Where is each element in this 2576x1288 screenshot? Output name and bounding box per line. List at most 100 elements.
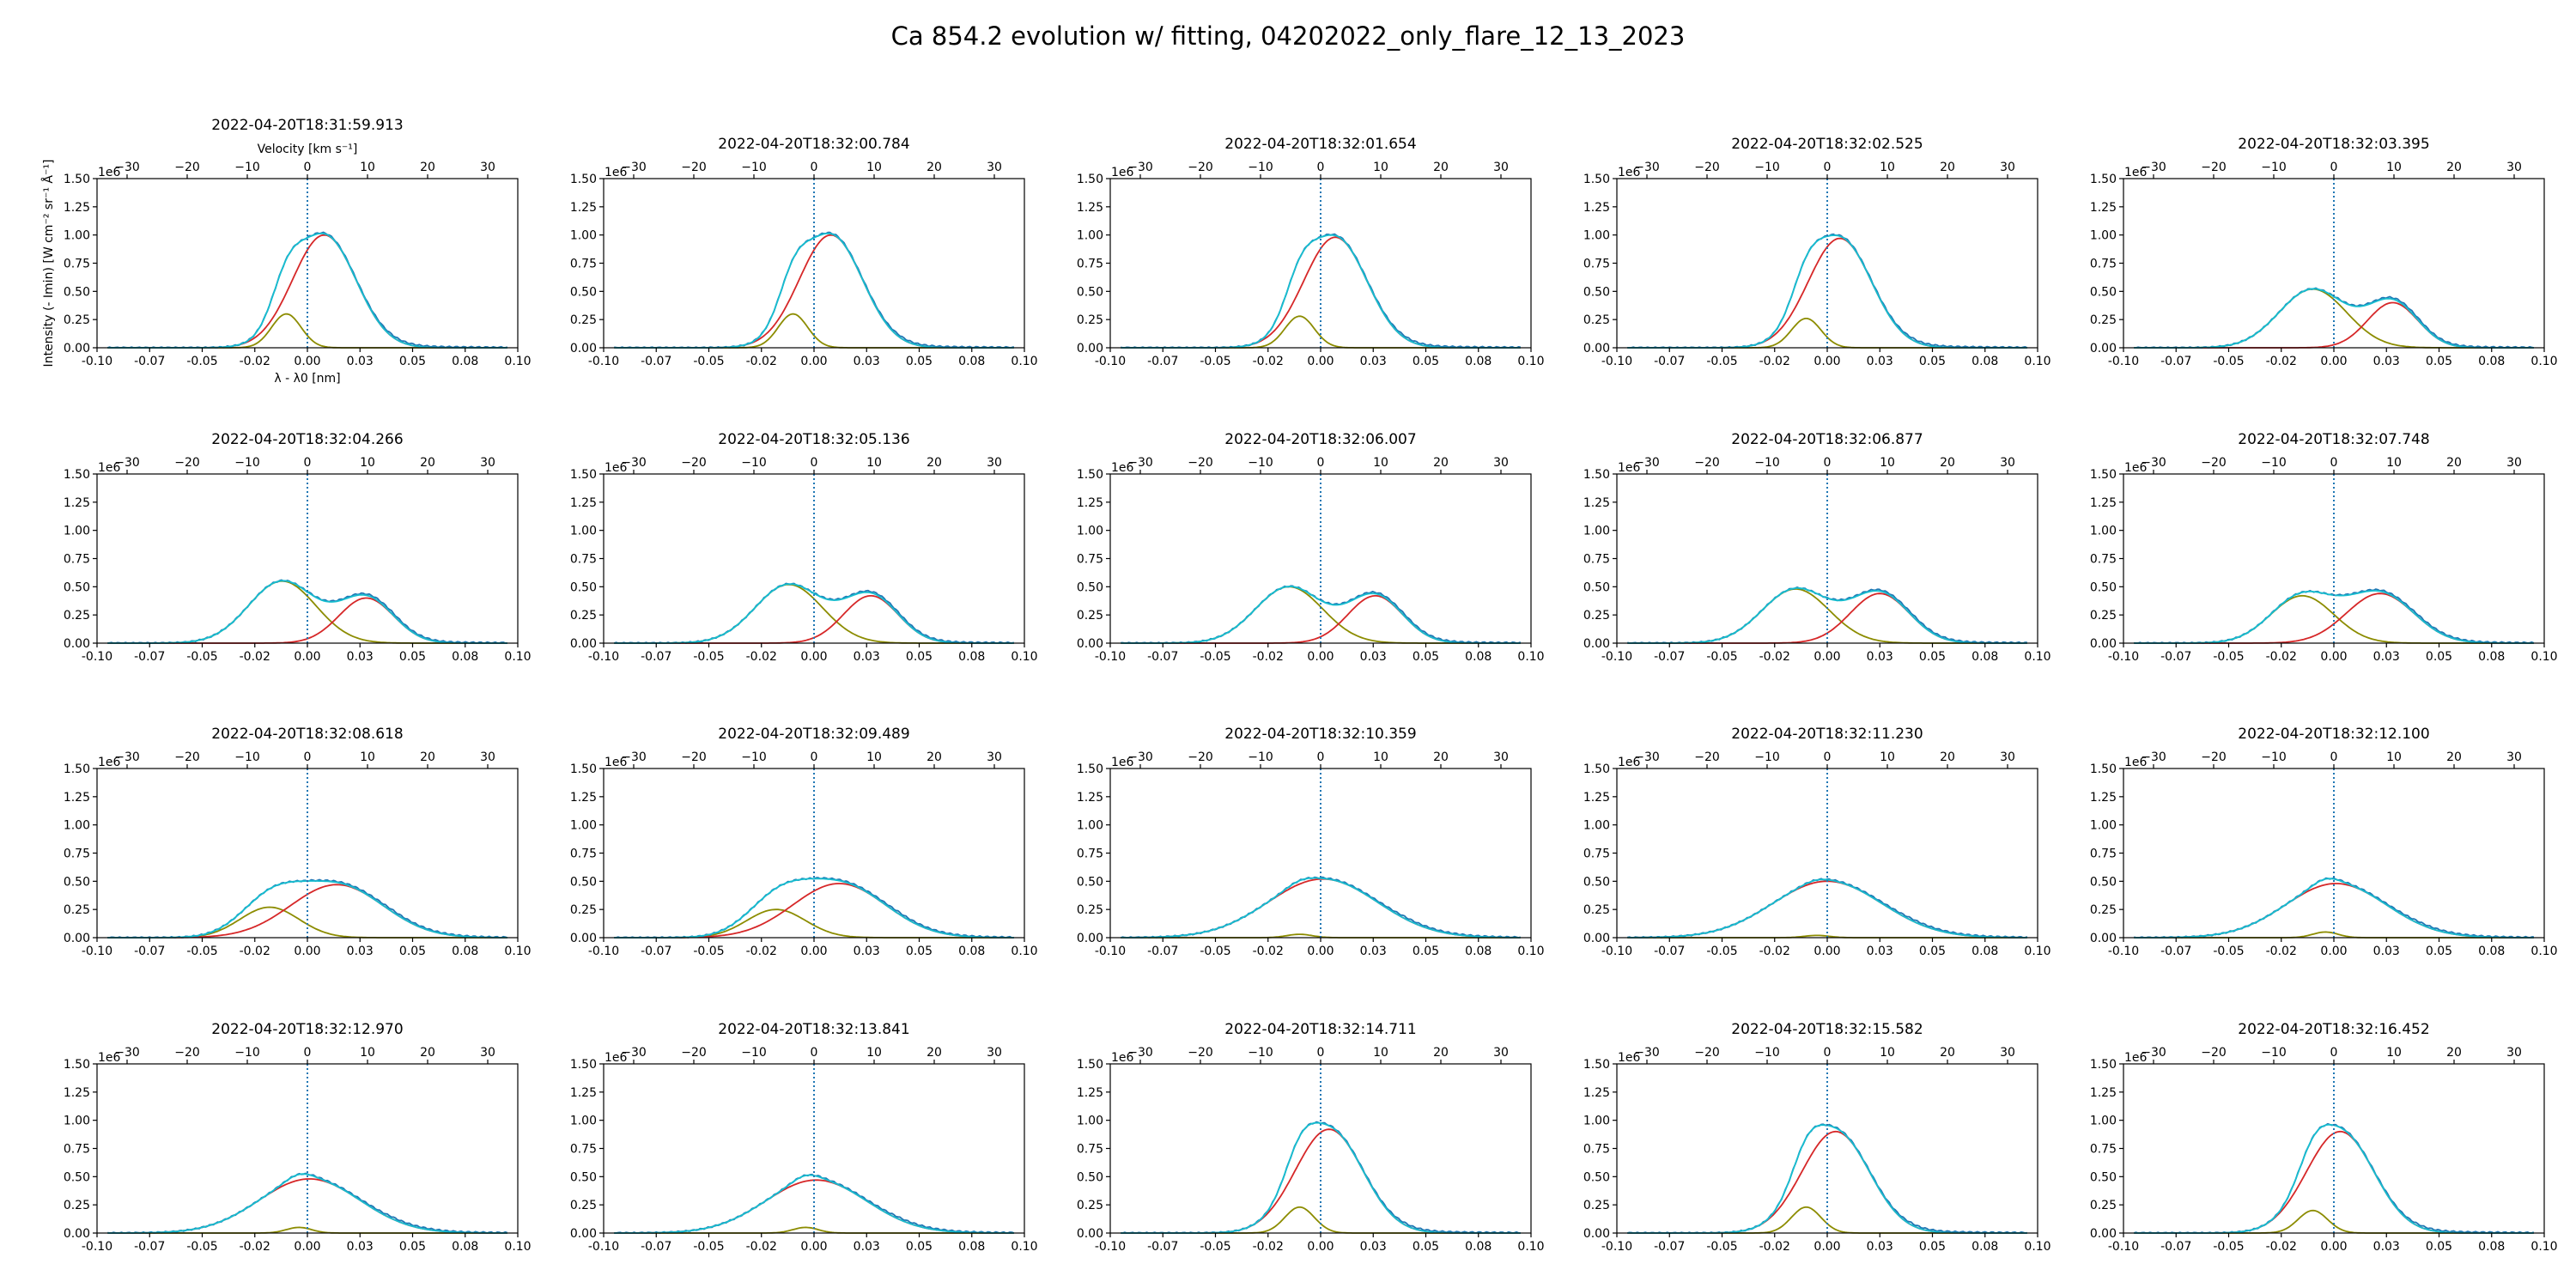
y-tick-label: 1.50 [1077,762,1103,776]
x-tick-label: 0.03 [347,355,374,368]
x-tick-label: -0.10 [2108,355,2139,368]
y-tick-label: 0.50 [2090,875,2117,889]
subplot: 2022-04-20T18:32:16.452 -0.10 -0.07 -0.05 -0… [2090,1021,2558,1254]
x-tick-label: -0.10 [1601,650,1632,664]
x-tick-label: 0.10 [1011,945,1037,958]
axes-frame [96,178,519,349]
top-tick-label: −20 [1188,161,1213,174]
top-tick-label: −20 [2201,1046,2227,1060]
x-tick-label: 0.08 [958,1240,985,1254]
x-tick-label: 0.05 [1919,355,1946,368]
top-axis-label: Velocity [km s⁻¹] [258,143,358,156]
y-tick-label: 0.25 [64,1199,90,1212]
x-tick-label: -0.05 [2213,650,2244,664]
y-tick-label: 1.50 [1583,762,1610,776]
x-tick-label: -0.10 [82,945,112,958]
x-tick-label: -0.10 [1095,945,1126,958]
axes-frame [1616,768,2038,939]
top-tick-label: −30 [621,750,647,764]
y-tick-label: 0.25 [570,313,597,327]
y-offset-label: 1e6 [605,166,628,179]
y-tick-label: 1.25 [2090,1086,2117,1100]
x-tick-label: 0.08 [1465,1240,1492,1254]
top-tick-label: 20 [1940,161,1955,174]
y-tick-label: 1.25 [2090,201,2117,215]
top-tick-label: 30 [480,1046,495,1060]
y-tick-label: 1.00 [64,819,90,833]
y-tick-label: 1.50 [64,1058,90,1072]
top-tick-label: −10 [741,161,767,174]
panel-title: 2022-04-20T18:32:14.711 [1224,1021,1416,1038]
x-tick-label: 0.03 [854,945,880,958]
subplot: 2022-04-20T18:32:05.136 -0.10 -0.07 -0.05 -0… [570,431,1038,664]
x-tick-label: -0.10 [2108,1240,2139,1254]
x-tick-label: 0.00 [294,1240,320,1254]
panel-grid: 2022-04-20T18:31:59.913 -0.10 -0.07 -0.05 -0… [41,117,2558,1254]
y-tick-label: 1.00 [2090,1115,2117,1128]
y-tick-label: 0.50 [1077,285,1103,299]
fit-total-line [2134,878,2534,939]
axes-frame [603,1063,1025,1234]
y-tick-label: 0.25 [570,903,597,917]
y-tick-label: 1.25 [64,791,90,805]
x-tick-label: -0.07 [641,650,671,664]
top-tick-label: −20 [2201,161,2227,174]
x-tick-label: -0.10 [1601,1240,1632,1254]
x-tick-label: 0.05 [1413,355,1439,368]
x-tick-label: 0.00 [1814,355,1840,368]
x-tick-label: 0.05 [2426,650,2452,664]
y-tick-label: 1.50 [1077,468,1103,482]
top-tick-label: 0 [304,1046,312,1060]
y-tick-label: 0.75 [1583,553,1610,567]
x-tick-label: 0.08 [958,355,985,368]
y-tick-label: 0.75 [64,848,90,861]
top-tick-label: −30 [2141,1046,2166,1060]
top-tick-label: 10 [2386,456,2402,470]
x-tick-label: 0.10 [1517,945,1544,958]
x-tick-label: -0.02 [240,355,270,368]
x-tick-label: 0.03 [1867,945,1893,958]
y-tick-label: 0.75 [1077,553,1103,567]
y-tick-label: 1.00 [1077,1115,1103,1128]
x-tick-label: 0.00 [1307,355,1334,368]
top-tick-label: 0 [2330,1046,2338,1060]
x-tick-label: -0.10 [1095,650,1126,664]
y-tick-label: 0.75 [2090,258,2117,271]
x-tick-label: 0.10 [2530,1240,2557,1254]
top-tick-label: −10 [1754,1046,1780,1060]
x-tick-label: -0.02 [240,945,270,958]
y-tick-label: 0.00 [1077,637,1103,651]
y-tick-label: 1.25 [1583,201,1610,215]
y-tick-label: 1.50 [1077,1058,1103,1072]
top-tick-label: −10 [1754,161,1780,174]
top-tick-label: −30 [2141,161,2166,174]
x-tick-label: -0.02 [746,945,777,958]
x-tick-label: -0.05 [693,650,724,664]
top-tick-label: 0 [1824,750,1832,764]
y-tick-label: 1.00 [1583,229,1610,243]
y-tick-label: 0.25 [2090,903,2117,917]
x-tick-label: -0.07 [1147,355,1178,368]
x-tick-label: 0.03 [1867,650,1893,664]
y-tick-label: 0.25 [1583,313,1610,327]
x-tick-label: 0.08 [1971,650,1998,664]
x-axis-label: λ - λ0 [nm] [274,372,340,386]
top-tick-label: 30 [1493,161,1509,174]
top-tick-label: 0 [2330,750,2338,764]
y-tick-label: 0.75 [570,553,597,567]
top-tick-label: −30 [114,1046,140,1060]
subplot: 2022-04-20T18:32:15.582 -0.10 -0.07 -0.05 -0… [1583,1021,2051,1254]
figure-title: Ca 854.2 evolution w/ fitting, 04202022_… [891,21,1686,51]
x-tick-label: 0.03 [854,355,880,368]
y-tick-label: 0.50 [570,285,597,299]
y-tick-label: 1.50 [1583,173,1610,186]
top-tick-label: 30 [2000,161,2015,174]
y-tick-label: 0.75 [1583,258,1610,271]
top-tick-label: 30 [987,750,1002,764]
x-tick-label: -0.05 [1200,945,1230,958]
y-offset-label: 1e6 [2124,166,2148,179]
x-tick-label: 0.00 [2320,650,2347,664]
top-tick-label: 10 [1880,750,1895,764]
top-tick-label: −30 [1634,1046,1660,1060]
y-tick-label: 1.00 [570,525,597,538]
